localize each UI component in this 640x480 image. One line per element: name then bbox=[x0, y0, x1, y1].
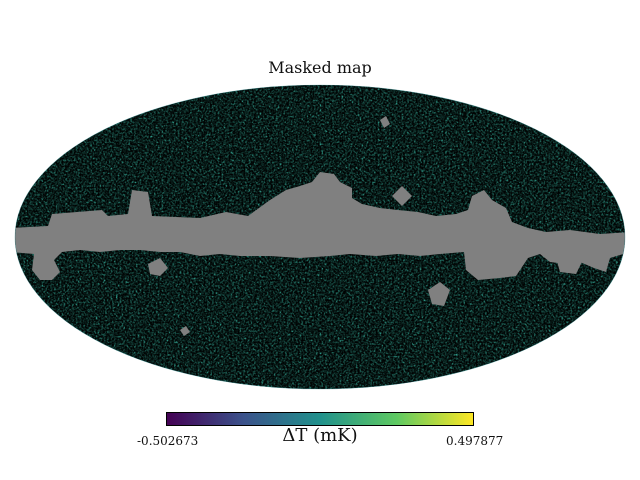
colorbar bbox=[166, 412, 474, 426]
colorbar-axis-label: ΔT (mK) bbox=[282, 425, 358, 446]
sky-map-body bbox=[15, 85, 625, 389]
galactic-plane-mask bbox=[15, 116, 625, 336]
map-boundary bbox=[14, 84, 626, 390]
map-title: Masked map bbox=[268, 58, 372, 77]
colorbar-max-label: 0.497877 bbox=[446, 434, 504, 448]
colorbar-min-label: -0.502673 bbox=[137, 434, 199, 448]
